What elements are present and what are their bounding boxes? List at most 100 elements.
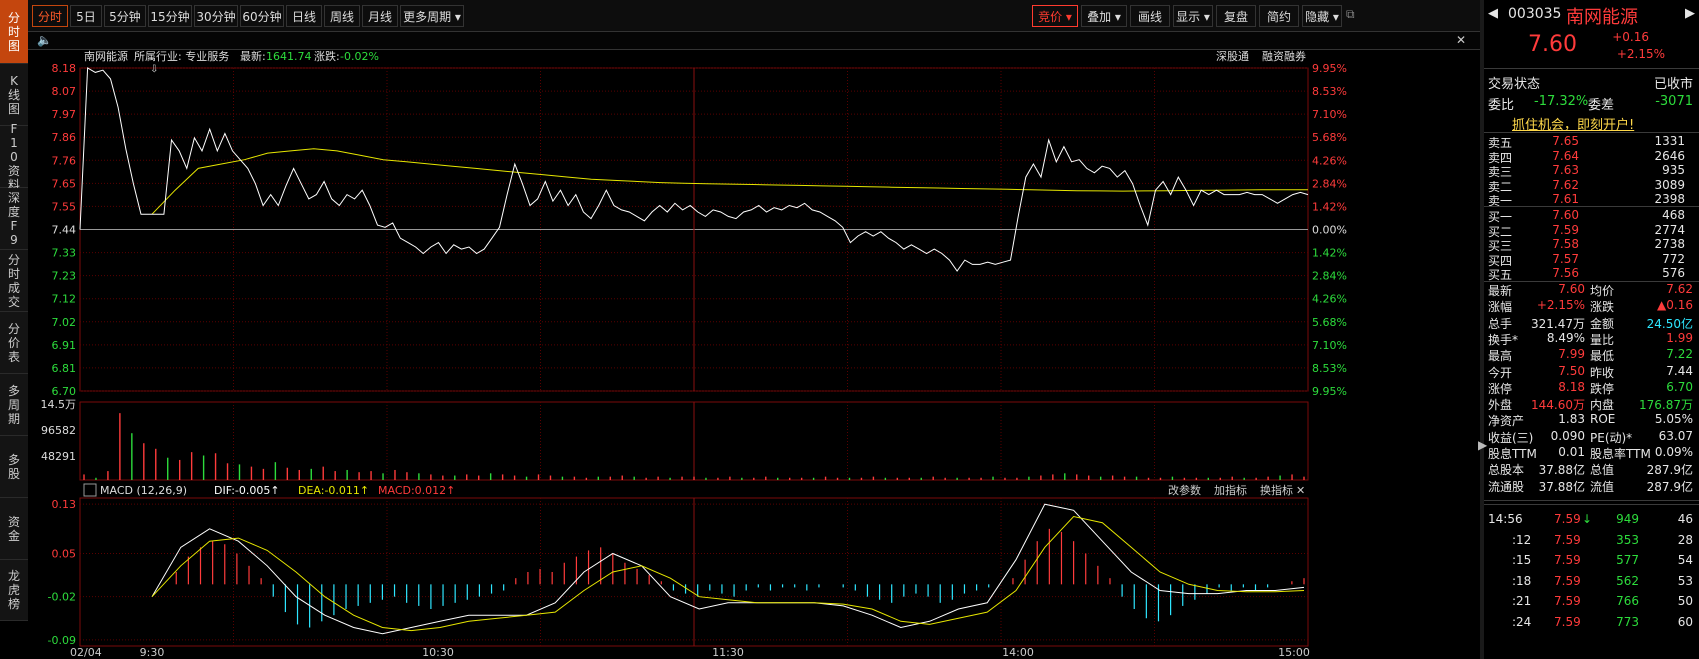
prev-stock-icon: ◀ [1488,6,1498,21]
period-tab-8[interactable]: 月线 [362,5,398,27]
sidebar-tab-char: 深 [7,190,20,205]
avg-price-line [151,148,1308,215]
stat-value: 7.50 [1558,363,1585,378]
promo-link[interactable]: 抓住机会，即刻开户! [1512,118,1635,133]
stat-value: 287.9亿 [1646,463,1693,478]
quote-row: 卖二 7.62 3089 [1484,177,1699,194]
tick-volume: 949 [1616,512,1639,526]
pct-tick: 1.42% [1312,200,1347,213]
stat-value: 321.47万 [1531,316,1585,331]
quote-row: 换手* 8.49% 量比 1.99 [1484,331,1699,348]
toolbar-btn-2[interactable]: 画线 [1130,5,1170,27]
macd-btn-2[interactable]: 换指标 [1260,483,1293,497]
restore-window-icon[interactable]: ⧉ [1346,7,1355,21]
bid-volume: 772 [1662,251,1685,266]
info-sh-link[interactable]: 深股通 [1216,50,1249,63]
sidebar-tab-char: 龙 [7,569,20,583]
pct-tick: 0.00% [1312,224,1347,237]
ask-label: 卖三 [1488,165,1513,179]
info-margin[interactable]: 融资融券 [1262,50,1306,63]
stock-name: 南网能源 [1566,7,1638,28]
period-tab-2[interactable]: 5分钟 [104,5,146,27]
collapse-panel-icon[interactable]: ▶ [1478,438,1488,452]
macd-tick: -0.02 [48,591,76,604]
ask-label: 卖一 [1488,194,1513,208]
macd-btn-0[interactable]: 改参数 [1168,483,1201,497]
stat-value: +2.15% [1536,298,1585,313]
sidebar-tab-8[interactable]: 资金 [0,498,28,560]
sidebar-tab-char: 金 [7,528,20,543]
sidebar-tab-0[interactable]: 分时图 [0,0,28,64]
toolbar-btn-4[interactable]: 复盘 [1216,5,1256,27]
quote-row: 7.60 +0.16 +2.15% [1484,30,1699,64]
macd-close-icon[interactable]: ✕ [1296,484,1305,497]
wb-label: 委比 [1488,98,1515,113]
pct-tick: 2.84% [1312,270,1347,283]
sidebar-tab-char: 交 [7,294,20,309]
sidebar-tab-char: 分 [7,252,20,267]
stat-value: 0.01 [1558,445,1585,459]
time-tick: 14:00 [1002,646,1034,659]
stat-label: 涨跌 [1590,300,1615,315]
stat-value: 6.70 [1666,379,1693,394]
vol-tick: 48291 [41,450,76,463]
stat-value: 37.88亿 [1538,463,1585,478]
toolbar-btn-6[interactable]: 隐藏 ▾ [1302,5,1342,27]
stat-label: 流值 [1590,479,1615,494]
close-icon[interactable]: ✕ [1455,33,1466,47]
sidebar-tab-char: 0 [10,149,18,164]
ask-price: 7.64 [1552,148,1579,163]
period-tab-9[interactable]: 更多周期 ▾ [400,5,464,27]
toolbar-btn-3[interactable]: 显示 ▾ [1173,5,1213,27]
sidebar-tab-6[interactable]: 多周期 [0,374,28,436]
stat-value: ▲0.16 [1657,298,1693,313]
sidebar-tab-7[interactable]: 多股 [0,436,28,498]
stat-value: 7.62 [1666,282,1693,296]
toolbar-btn-1[interactable]: 叠加 ▾ [1081,5,1127,27]
price-tick: 7.86 [52,131,77,144]
stat-label: 净资产 [1488,414,1525,429]
sidebar-tab-char: 图 [7,101,20,116]
price-tick: 7.33 [52,247,77,260]
sidebar-tab-char: 多 [7,452,20,467]
macd-btn-1[interactable]: 加指标 [1214,483,1247,497]
time-tick: 15:00 [1278,646,1310,659]
period-tab-5[interactable]: 60分钟 [240,5,284,27]
tick-time: 14:56 [1488,512,1523,526]
next-stock-icon[interactable]: ▶ [1685,6,1695,21]
toolbar-btn-0[interactable]: 竞价 ▾ [1032,5,1078,27]
sidebar-tab-4[interactable]: 分时成交 [0,250,28,312]
sidebar-tab-5[interactable]: 分价表 [0,312,28,374]
period-tab-4[interactable]: 30分钟 [194,5,238,27]
sidebar-tab-char: 股 [7,466,20,481]
stat-value: 287.9亿 [1646,479,1693,494]
quote-row: 买五 7.56 576 [1484,266,1699,282]
period-tab-0[interactable]: 分时 [32,5,68,27]
toolbar-btn-5[interactable]: 简约 [1259,5,1299,27]
quote-panel: ◀ ▶ 003035 南网能源 7.60 +0.16 +2.15% 交易状态 已收市 委比 -17.… [1484,0,1699,659]
pct-tick: 4.26% [1312,154,1347,167]
ask-volume: 935 [1662,163,1685,177]
sidebar-tab-char: 资 [7,514,20,529]
period-tab-6[interactable]: 日线 [286,5,322,27]
period-tab-3[interactable]: 15分钟 [148,5,192,27]
speaker-icon[interactable]: 🔈 [37,33,52,47]
stat-label: 外盘 [1488,398,1513,413]
quote-row: 流通股 37.88亿 流值 287.9亿 [1484,478,1699,495]
sidebar-tab-char: 榜 [7,597,20,611]
ask-price: 7.62 [1552,177,1579,192]
period-tab-7[interactable]: 周线 [324,5,360,27]
stat-label: 跌停 [1590,381,1615,396]
macd-box-icon[interactable] [83,483,97,497]
period-tab-1[interactable]: 5日 [70,5,102,27]
price-tick: 6.81 [52,362,77,375]
pct-tick: 5.68% [1312,131,1347,144]
sidebar-tab-char: 1 [10,135,18,150]
quote-row: 收益(三) 0.090 PE(动)* 63.07 [1484,429,1699,446]
bid-volume: 576 [1662,266,1685,280]
sidebar-tab-9[interactable]: 龙虎榜 [0,560,28,621]
vol-tick: 96582 [41,424,76,437]
